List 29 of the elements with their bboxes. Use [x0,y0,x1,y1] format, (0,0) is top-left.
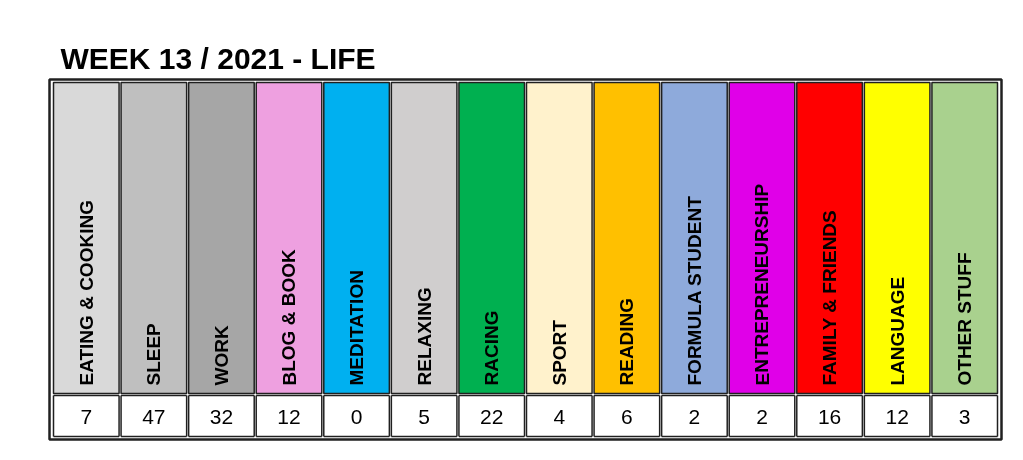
category-label: LANGUAGE [886,276,908,386]
category-label: WORK [210,325,232,386]
category-label: FAMILY & FRIENDS [819,210,841,386]
category-label: FORMULA STUDENT [683,195,705,386]
data-label: 32 [209,405,234,428]
data-label: 0 [350,405,363,428]
data-label: 22 [480,405,504,428]
data-label: 2 [756,405,768,428]
category-label: RELAXING [413,287,435,386]
category-label: RACING [481,310,503,386]
data-label: 5 [418,405,430,428]
category-label: OTHER STUFF [954,252,976,386]
data-label: 3 [958,405,971,428]
data-label: 16 [817,405,842,428]
data-label: 12 [277,405,301,428]
data-label: 6 [621,405,633,428]
data-label: 47 [142,405,166,428]
category-label: BLOG & BOOK [278,249,300,386]
data-label: 12 [885,405,909,428]
category-label: ENTREPRENEURSHIP [751,183,773,386]
data-label: 2 [688,405,701,428]
category-label: MEDITATION [346,270,368,386]
category-label: SLEEP [143,322,165,386]
data-label: 7 [80,405,93,428]
category-label: SPORT [548,319,570,386]
category-label: READING [616,297,638,386]
data-label: 4 [553,405,566,428]
category-label: EATING & COOKING [75,200,97,386]
text: WEEK 13 / 2021 - LIFE [60,42,376,75]
